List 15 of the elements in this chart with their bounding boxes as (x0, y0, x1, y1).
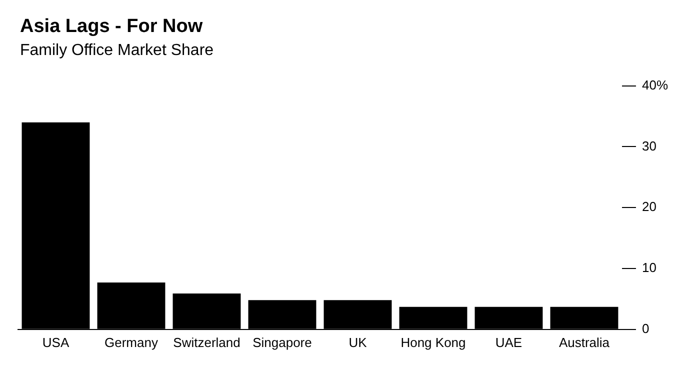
y-tick-label: 0 (642, 320, 650, 336)
y-tick-label: 40% (642, 77, 668, 92)
x-tick-label: USA (42, 334, 70, 350)
x-tick-label: Germany (104, 334, 158, 350)
chart-subtitle: Family Office Market Share (20, 42, 215, 60)
x-tick-label: Hong Kong (400, 334, 466, 350)
y-tick-label: 30 (642, 138, 656, 154)
x-tick-label: UAE (495, 334, 522, 350)
y-tick-label: 10 (642, 260, 656, 276)
x-tick-label: UK (348, 334, 368, 350)
x-tick-label: Australia (558, 334, 610, 350)
chart-title: Asia Lags - For Now (20, 16, 204, 38)
x-tick-label: Switzerland (173, 334, 240, 350)
y-tick-label: 20 (642, 199, 656, 214)
x-tick-label: Singapore (252, 334, 312, 350)
